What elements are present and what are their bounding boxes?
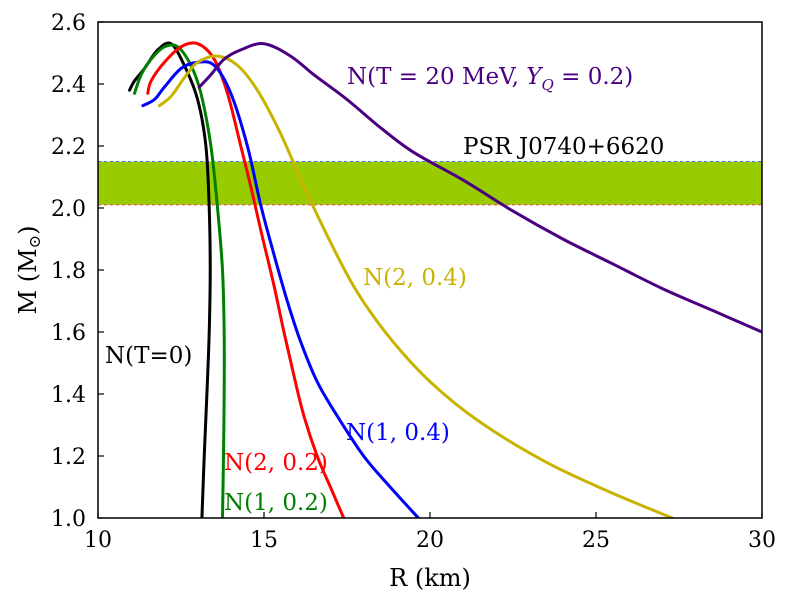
x-tick-label: 25 <box>582 528 610 553</box>
label-psr: PSR J0740+6620 <box>463 134 664 160</box>
x-axis-label: R (km) <box>389 564 471 592</box>
curve-n-1-0.2 <box>133 43 226 518</box>
curve-n-2-0.2 <box>146 41 346 518</box>
label-n-2-0.4: N(2, 0.4) <box>363 265 467 291</box>
label-n-t20: N(T = 20 MeV, YQ = 0.2) <box>347 64 633 94</box>
label-n-t0: N(T=0) <box>105 343 192 369</box>
y-tick-label: 1.0 <box>51 507 86 532</box>
curve-n-t20-yq-0.2 <box>197 42 762 334</box>
y-tick-label: 1.6 <box>51 321 86 346</box>
plot-background <box>98 22 762 518</box>
x-tick-label: 20 <box>416 528 444 553</box>
psr-mass-band <box>98 161 762 205</box>
label-n-1-0.4: N(1, 0.4) <box>346 420 450 446</box>
curve-n-2-0.4 <box>157 54 674 518</box>
curve-n-1-0.4 <box>141 60 420 518</box>
y-tick-label: 2.2 <box>51 135 86 160</box>
y-tick-label: 1.8 <box>51 259 86 284</box>
y-axis-label: M (M⊙) <box>14 226 44 315</box>
label-n-1-0.2: N(1, 0.2) <box>224 490 328 516</box>
x-tick-label: 10 <box>84 528 112 553</box>
x-tick-label: 15 <box>250 528 278 553</box>
x-tick-label: 30 <box>748 528 776 553</box>
x-axis: 10 15 20 25 30 <box>84 512 776 553</box>
y-tick-label: 2.6 <box>51 11 86 36</box>
y-tick-label: 2.4 <box>51 73 86 98</box>
y-tick-label: 2.0 <box>51 197 86 222</box>
y-tick-label: 1.4 <box>51 383 86 408</box>
y-axis: 1.0 1.2 1.4 1.6 1.8 2.0 2.2 2.4 2.6 <box>51 11 104 532</box>
y-tick-label: 1.2 <box>51 445 86 470</box>
label-n-2-0.2: N(2, 0.2) <box>224 450 328 476</box>
